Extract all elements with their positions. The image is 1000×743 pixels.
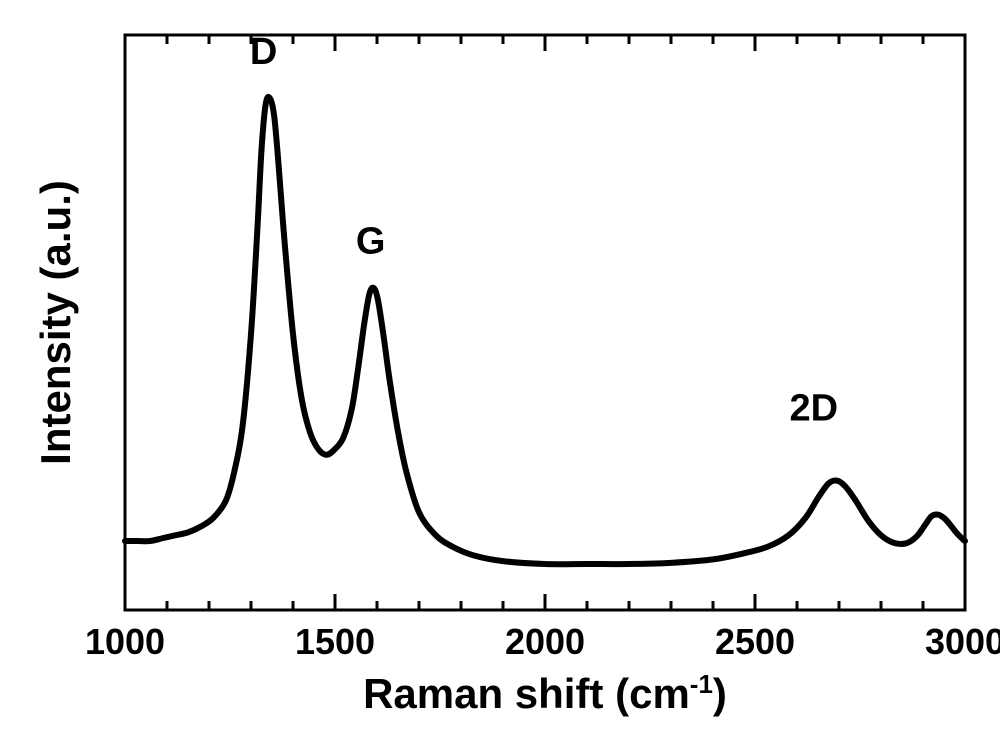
peak-label-g: G [356,221,386,263]
peak-label-2d: 2D [790,387,839,429]
x-tick-label: 3000 [925,621,1000,662]
chart-svg: 1000 1500 2000 2500 3000 Raman shift (cm-1) In… [0,0,1000,743]
x-tick-label: 2500 [715,621,795,662]
x-tick-label: 1500 [295,621,375,662]
x-tick-label: 1000 [85,621,165,662]
x-axis-title: Raman shift (cm-1) [363,669,727,717]
peak-label-d: D [250,31,277,73]
raman-chart: 1000 1500 2000 2500 3000 Raman shift (cm-1) In… [0,0,1000,743]
spectrum-line [125,97,965,564]
y-axis-title: Intensity (a.u.) [32,180,79,465]
x-tick-label: 2000 [505,621,585,662]
